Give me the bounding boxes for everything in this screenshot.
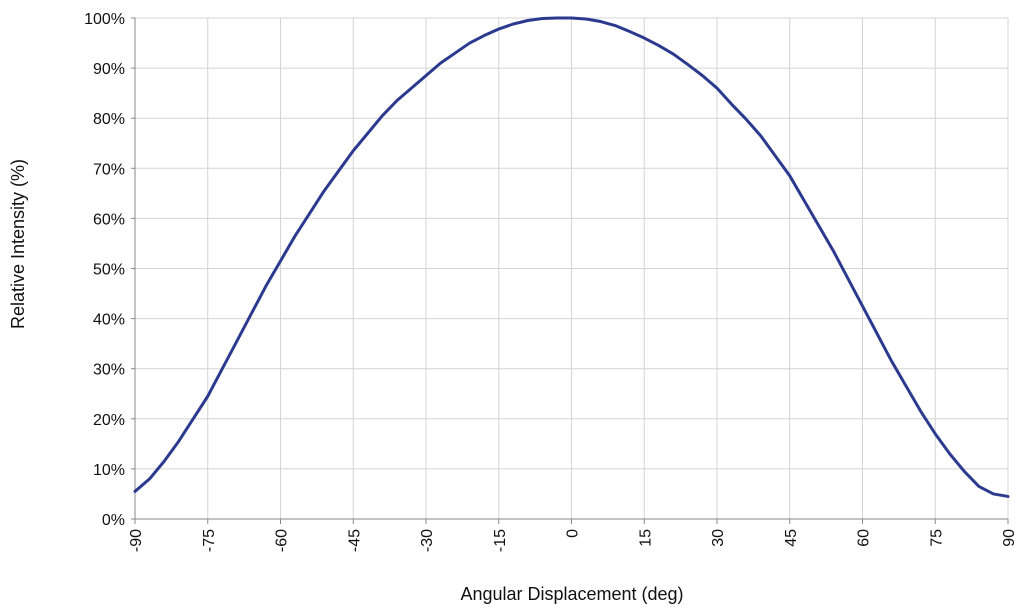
y-tick-label: 20% — [93, 412, 125, 429]
x-tick-label: -60 — [274, 529, 291, 552]
x-tick-label: 30 — [710, 529, 727, 547]
axes — [131, 17, 1009, 524]
y-tick-label: 70% — [93, 161, 125, 178]
intensity-curve-line — [133, 16, 1010, 498]
y-tick-label: 60% — [93, 211, 125, 228]
x-tick-label: 15 — [637, 529, 654, 547]
x-axis-title: Angular Displacement (deg) — [460, 584, 683, 604]
x-tick-label: 60 — [856, 529, 873, 547]
y-tick-label: 80% — [93, 111, 125, 128]
y-axis-title: Relative Intensity (%) — [8, 159, 28, 329]
x-tick-label: -75 — [201, 529, 218, 552]
x-tick-label: 90 — [1001, 529, 1017, 547]
x-tick-label: 0 — [565, 529, 582, 538]
x-tick-label: 75 — [928, 529, 945, 547]
y-tick-label: 10% — [93, 462, 125, 479]
y-tick-label: 50% — [93, 262, 125, 279]
x-tick-label: 45 — [783, 529, 800, 547]
x-tick-label: -45 — [346, 529, 363, 552]
y-tick-label: 0% — [102, 512, 125, 529]
tick-labels: 0% 10% 20% 30% 40% 50% 60% 70% 80% 90% 100% -90 -75 -… — [84, 11, 1017, 552]
gridlines — [135, 17, 1009, 519]
x-tick-label: -90 — [128, 529, 145, 552]
y-tick-label: 90% — [93, 61, 125, 78]
x-tick-label: -15 — [492, 529, 509, 552]
x-tick-label: -30 — [419, 529, 436, 552]
data-series — [133, 16, 1010, 498]
y-tick-label: 30% — [93, 362, 125, 379]
y-tick-label: 100% — [84, 11, 125, 28]
y-tick-label: 40% — [93, 312, 125, 329]
